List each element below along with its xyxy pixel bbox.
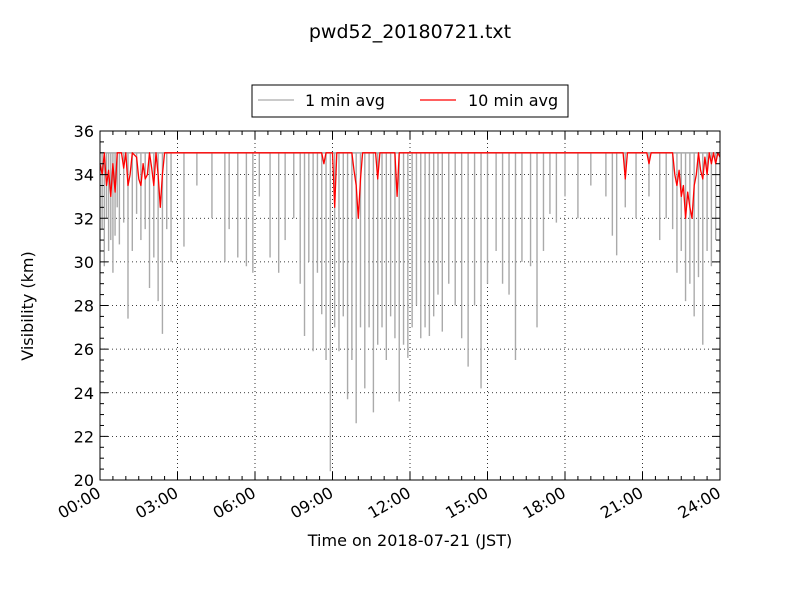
- chart-title: pwd52_20180721.txt: [309, 21, 511, 43]
- y-tick-labels: 20 22 24 26 28 30 32 34 36: [74, 122, 94, 490]
- legend-box: [251, 84, 569, 118]
- y-tick-label: 28: [74, 297, 94, 316]
- y-tick-label: 34: [74, 166, 94, 185]
- y-tick-label: 22: [74, 427, 94, 446]
- plot-frame: [99, 130, 721, 481]
- legend-label-10-min-avg: 10 min avg: [468, 91, 558, 110]
- series-10-min-line: [99, 152, 721, 219]
- legend-label-1-min-avg: 1 min avg: [305, 91, 385, 110]
- y-axis-label: Visibility (km): [18, 251, 37, 360]
- series-1-min-avg: [100, 152, 720, 472]
- y-tick-label: 36: [74, 122, 94, 141]
- series-10-min-avg: [99, 152, 721, 219]
- y-tick-label: 26: [74, 340, 94, 359]
- x-axis-label: Time on 2018-07-21 (JST): [307, 531, 512, 550]
- legend: 1 min avg 10 min avg: [251, 84, 569, 118]
- y-tick-label: 24: [74, 384, 94, 403]
- y-tick-label: 20: [74, 471, 94, 490]
- y-tick-label: 32: [74, 209, 94, 228]
- y-tick-label: 30: [74, 253, 94, 272]
